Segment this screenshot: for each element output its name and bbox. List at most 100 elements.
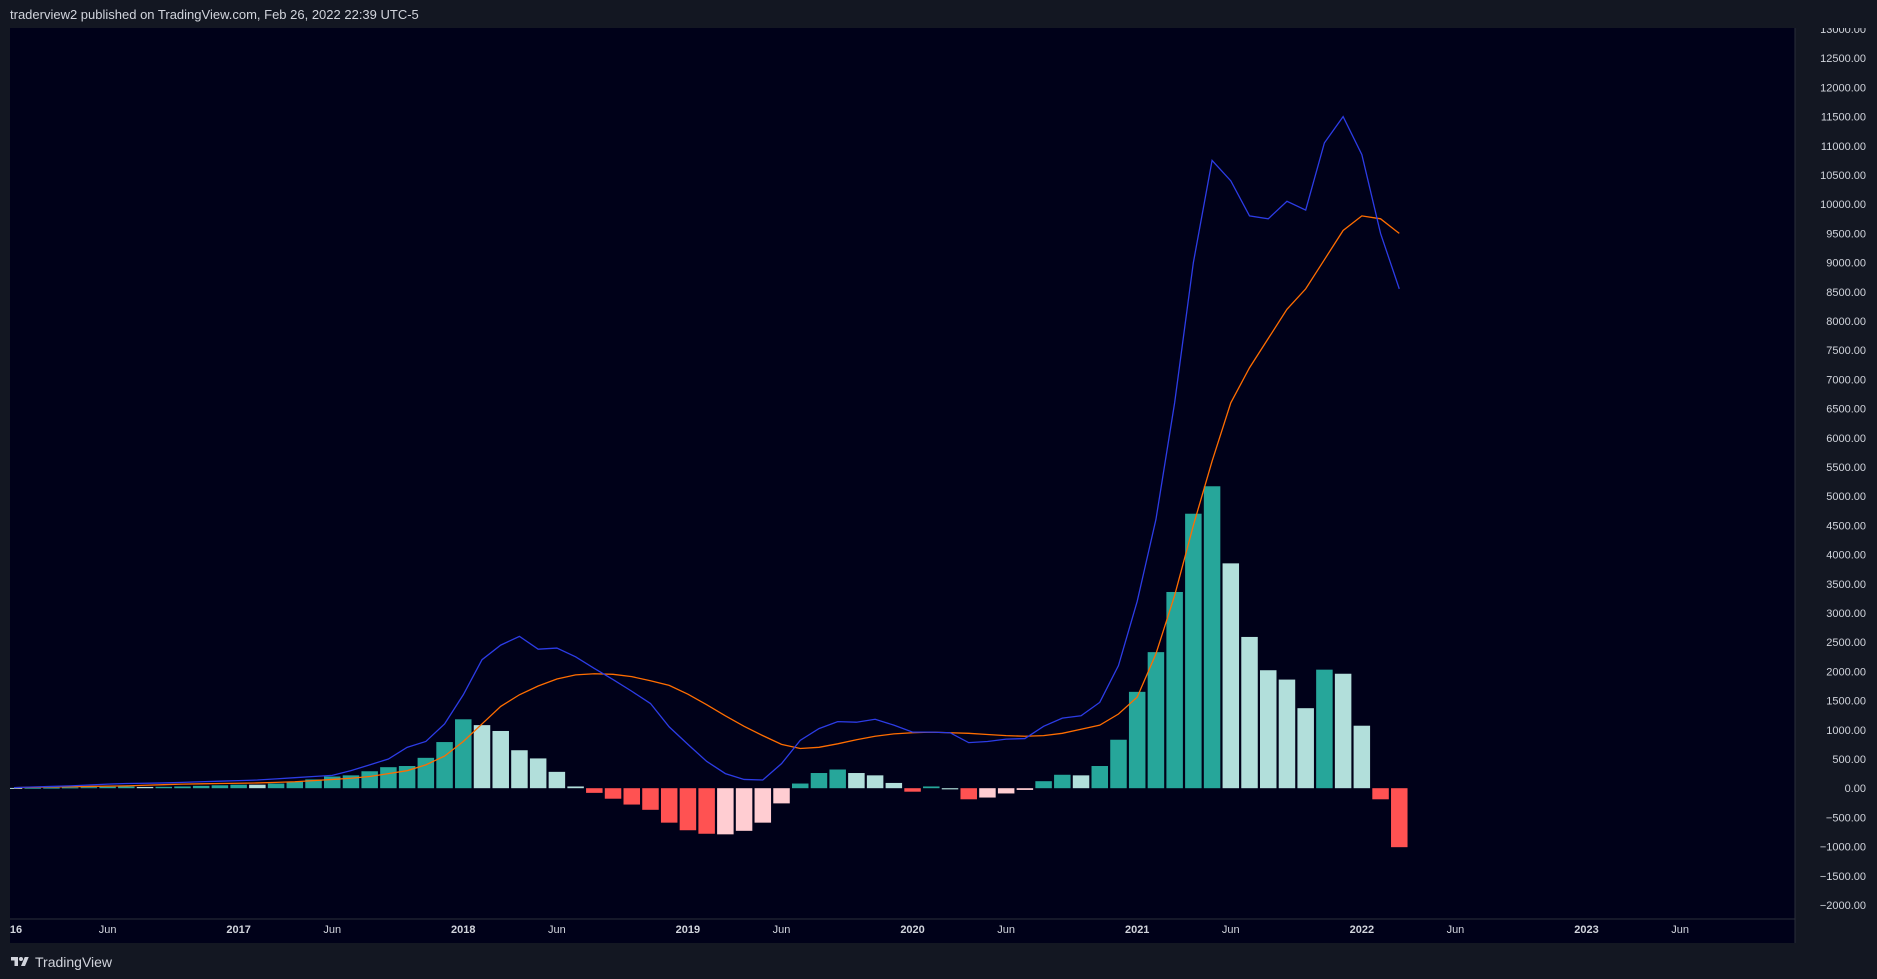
tradingview-brand[interactable]: TradingView — [10, 954, 112, 970]
footer-bar: TradingView — [0, 943, 1877, 979]
time-tick-label: Jun — [548, 924, 566, 936]
histogram-bar — [492, 730, 509, 789]
histogram-bar — [698, 788, 715, 834]
histogram-bar — [417, 757, 435, 789]
time-tick-label: 2017 — [226, 924, 250, 936]
time-tick-label: Jun — [1447, 924, 1465, 936]
histogram-bar — [230, 784, 247, 789]
histogram-bar — [174, 786, 191, 789]
price-tick-label: 9000.00 — [1826, 258, 1866, 270]
histogram-bar — [305, 779, 322, 789]
histogram-bar — [679, 788, 697, 831]
histogram-bar — [1334, 673, 1352, 789]
histogram-bar — [1091, 766, 1109, 789]
brand-name: TradingView — [35, 954, 113, 970]
price-tick-label: 3500.00 — [1826, 579, 1866, 591]
histogram-bar — [380, 767, 397, 789]
histogram-bar — [267, 783, 285, 789]
histogram-bar — [754, 788, 772, 823]
plot-background — [10, 28, 1795, 943]
histogram-bar — [941, 788, 959, 790]
histogram-bar — [848, 773, 865, 789]
histogram-bar — [136, 786, 154, 789]
histogram-bar — [436, 742, 453, 789]
histogram-bar — [118, 786, 135, 789]
histogram-bar — [567, 786, 584, 789]
time-tick-label: Jun — [997, 924, 1015, 936]
price-tick-label: 500.00 — [1832, 754, 1866, 766]
histogram-bar — [99, 786, 116, 789]
price-tick-label: 2500.00 — [1826, 637, 1866, 649]
price-tick-label: 9500.00 — [1826, 228, 1866, 240]
histogram-bar — [773, 788, 790, 804]
price-tick-label: 10500.00 — [1820, 170, 1866, 182]
price-tick-label: 8000.00 — [1826, 316, 1866, 328]
time-tick-label: 2019 — [676, 924, 700, 936]
histogram-bar — [1166, 591, 1183, 789]
histogram-bar — [735, 788, 753, 831]
time-tick-label: Jun — [1671, 924, 1689, 936]
chart-area[interactable]: 13000.00 12500.00 12000.00 11500.00 11000.00… — [10, 28, 1877, 943]
tradingview-logo-icon — [11, 957, 29, 966]
histogram-bar — [885, 782, 903, 789]
histogram-bar — [192, 785, 210, 789]
price-tick-label: 1000.00 — [1826, 725, 1866, 737]
histogram-bar — [249, 784, 266, 789]
time-tick-label: 16 — [10, 924, 22, 936]
time-tick-label: Jun — [773, 924, 791, 936]
price-axis[interactable]: 13000.00 12500.00 12000.00 11500.00 11000.00… — [1820, 28, 1866, 912]
histogram-bar — [1128, 691, 1146, 789]
time-tick-label: 2020 — [900, 924, 924, 936]
histogram-bar — [1372, 788, 1389, 800]
price-tick-label: −500.00 — [1826, 812, 1866, 824]
price-tick-label: 12500.00 — [1820, 53, 1866, 65]
price-tick-label: 2000.00 — [1826, 666, 1866, 678]
histogram-bar — [810, 773, 828, 789]
price-tick-label: 11500.00 — [1821, 112, 1866, 124]
histogram-bar — [10, 787, 23, 789]
macd-chart[interactable]: 13000.00 12500.00 12000.00 11500.00 11000.00… — [10, 28, 1877, 943]
histogram-bar — [997, 788, 1015, 794]
macd-line-series — [13, 115, 1400, 789]
time-tick-label: 2023 — [1574, 924, 1598, 936]
histogram-bar — [24, 787, 41, 789]
histogram-bar — [1016, 788, 1034, 790]
histogram-bar — [1353, 725, 1371, 789]
signal-line-series — [13, 215, 1400, 789]
macd-line — [13, 115, 1400, 789]
histogram-bar — [1241, 636, 1258, 789]
histogram-bar — [511, 750, 528, 789]
histogram-bar — [286, 781, 304, 789]
histogram-bar — [1259, 670, 1277, 789]
time-tick-label: Jun — [99, 924, 117, 936]
price-tick-label: 4000.00 — [1826, 550, 1866, 562]
histogram-bar — [623, 788, 641, 805]
histogram-bar — [923, 786, 940, 789]
price-tick-label: −2000.00 — [1820, 900, 1866, 912]
histogram-bar — [791, 783, 809, 789]
time-tick-label: 2022 — [1350, 924, 1374, 936]
publish-header: traderview2 published on TradingView.com… — [0, 0, 1877, 28]
histogram-bar — [1185, 513, 1202, 789]
histogram-bar — [960, 788, 977, 800]
histogram-bar — [1316, 669, 1333, 789]
histogram-bar — [1054, 774, 1071, 789]
histogram-bar — [829, 769, 846, 789]
histogram-bar — [1110, 739, 1127, 789]
time-tick-label: 2021 — [1125, 924, 1149, 936]
price-tick-label: 7000.00 — [1826, 374, 1866, 386]
price-tick-label: 8500.00 — [1826, 287, 1866, 299]
price-tick-label: 6500.00 — [1826, 404, 1866, 416]
histogram-bar — [1035, 781, 1052, 789]
histogram-bar — [979, 788, 996, 798]
price-tick-label: 10000.00 — [1820, 199, 1866, 211]
histogram-bar — [529, 758, 547, 789]
histogram-bar — [642, 788, 659, 810]
histogram-bar — [1391, 788, 1408, 848]
price-tick-label: 12000.00 — [1820, 82, 1866, 94]
histogram-bar — [866, 775, 884, 789]
price-tick-label: 1500.00 — [1826, 696, 1866, 708]
histogram-bar — [1147, 652, 1165, 789]
time-tick-label: Jun — [323, 924, 341, 936]
time-axis[interactable]: 16 Jun 2017 Jun 2018 Jun 2019 Jun 2020 Jun 2021 Jun… — [10, 924, 1689, 936]
